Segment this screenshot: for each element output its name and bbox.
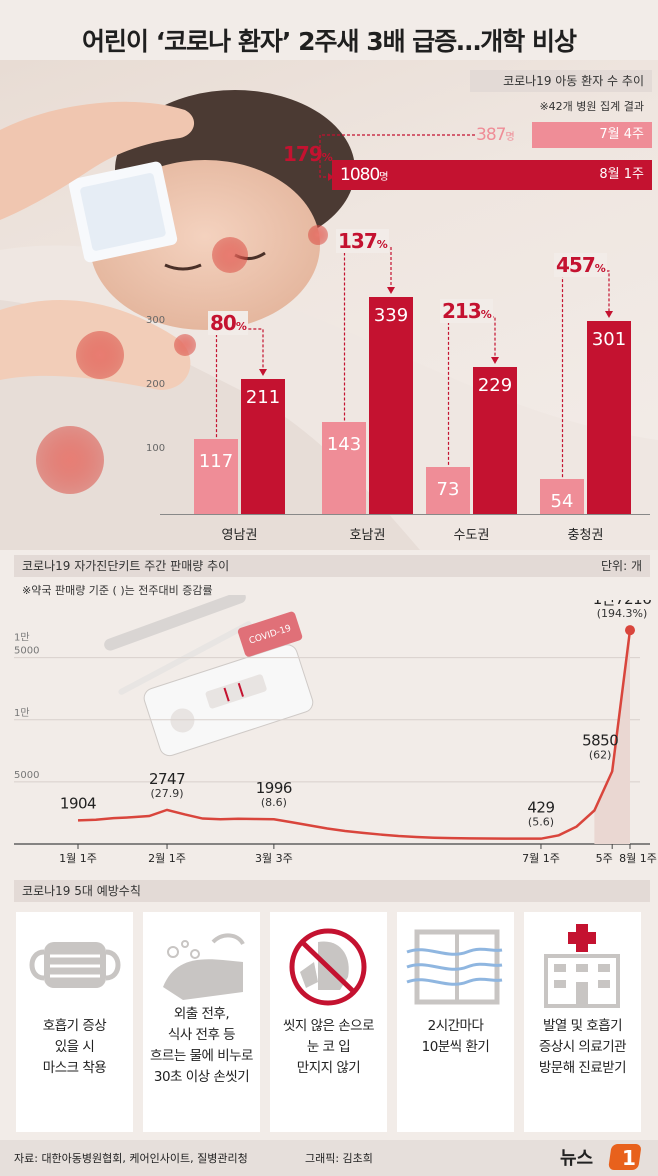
line-value-label: 1만7216	[593, 600, 652, 608]
section2-title: 코로나19 자가진단키트 주간 판매량 추이	[22, 559, 230, 573]
test-kit-line-chart: 5000 1만 1만 5000 1904 2747(27.9) 1996(8.6) 429(5…	[14, 600, 657, 865]
regional-category-label: 수도권	[453, 528, 490, 543]
test-cassette-icon: COVID-19	[143, 611, 314, 757]
total-week-a-label: 7월 4주	[599, 127, 644, 142]
section1-note: ※42개 병원 집계 결과	[539, 100, 644, 113]
line-change-label: (5.6)	[528, 816, 554, 829]
total-bar-week-b	[332, 160, 652, 190]
line-value-label: 1904	[60, 794, 96, 812]
news1-logo: 뉴스 1	[560, 1142, 650, 1172]
line-change-label: (194.3%)	[597, 607, 648, 620]
regional-bar-week-a	[540, 479, 584, 514]
regional-change-arrow	[447, 316, 499, 466]
regional-change-arrow	[215, 328, 267, 438]
total-week-b-value: 1080명	[340, 165, 388, 185]
regional-bar-week-b	[369, 297, 413, 514]
regional-value-week-a: 117	[198, 451, 234, 473]
prevention-card-no-face-touch: 씻지 않은 손으로 눈 코 입 만지지 않기	[270, 912, 387, 1132]
footer-source: 자료: 대한아동병원협회, 케어인사이트, 질병관리청	[14, 1152, 248, 1165]
prevention-card-text: 호흡기 증상 있을 시 마스크 착용	[42, 1018, 107, 1076]
prevention-card-text: 2시간마다 10분씩 환기	[421, 1018, 490, 1055]
line-xtick-label: 7월 1주	[522, 852, 560, 865]
line-value-label: 5850	[582, 731, 618, 749]
regional-change-arrow	[561, 270, 613, 478]
regional-value-week-b: 339	[373, 305, 409, 327]
prevention-card-text: 발열 및 호흡기 증상시 의료기관 방문해 진료받기	[538, 1018, 627, 1076]
total-week-b-label: 8월 1주	[599, 167, 644, 182]
prevention-card-text: 씻지 않은 손으로 눈 코 입 만지지 않기	[282, 1018, 375, 1076]
prevention-card-hospital: 발열 및 호흡기 증상시 의료기관 방문해 진료받기	[524, 912, 641, 1132]
line-ytick: 1만	[14, 632, 30, 644]
section2-note: ※약국 판매량 기준 ( )는 전주대비 증감률	[22, 584, 213, 597]
regional-bar-week-a	[426, 467, 470, 514]
line-xtick-label: 2월 1주	[148, 852, 186, 865]
line-value-label: 1996	[256, 779, 292, 797]
line-xtick-label: 3월 3주	[255, 852, 293, 865]
prevention-card-ventilation: 2시간마다 10분씩 환기	[397, 912, 514, 1132]
virus-icon	[36, 225, 328, 494]
handwash-icon	[163, 933, 245, 1000]
line-xtick-label: 5주	[596, 852, 613, 865]
total-change-pct: 179%	[283, 142, 333, 166]
line-change-label: (62)	[589, 748, 612, 761]
regional-bar-week-a	[322, 422, 366, 514]
total-change-arrow	[319, 134, 475, 181]
line-xtick-label: 8월 1주	[619, 852, 657, 865]
regional-value-week-a: 54	[550, 491, 574, 513]
section2-header: 코로나19 자가진단키트 주간 판매량 추이 단위: 개	[14, 555, 650, 577]
hospital-icon	[544, 924, 620, 1008]
line-area-highlight	[594, 630, 630, 844]
section3-header: 코로나19 5대 예방수칙	[14, 880, 650, 902]
total-bar-week-a	[532, 122, 652, 148]
regional-ytick: 100	[146, 443, 166, 454]
page-title: 어린이 ‘코로나 환자’ 2주새 3배 급증…개학 비상	[81, 27, 577, 56]
regional-value-week-a: 73	[436, 479, 460, 501]
regional-bar-week-b	[473, 367, 517, 514]
regional-ytick: 300	[146, 315, 166, 326]
prevention-card-text: 외출 전후, 식사 전후 등 흐르는 물에 비누로 30초 이상 손씻기	[150, 1006, 253, 1085]
regional-change-pct: 80%	[208, 310, 248, 335]
regional-change-pct: 137%	[336, 229, 389, 254]
line-series	[77, 630, 632, 840]
regional-baseline	[160, 514, 650, 515]
regional-change-arrow	[343, 246, 395, 421]
regional-value-week-a: 143	[326, 434, 362, 456]
regional-bar-chart: 100 200 300 117 211 영남권 80% 143 339 호남권 137% 73 229 수…	[0, 0, 658, 560]
svg-text:1: 1	[622, 1146, 636, 1170]
regional-value-week-b: 211	[245, 386, 281, 408]
regional-ytick: 200	[146, 379, 166, 390]
regional-bar-week-a	[194, 439, 238, 514]
total-week-a-value: 387명	[476, 125, 515, 145]
line-xtick-label: 1월 1주	[59, 852, 97, 865]
line-ytick: 1만	[14, 707, 30, 719]
line-value-label: 2747	[149, 770, 185, 788]
regional-value-week-b: 301	[591, 329, 627, 351]
regional-category-label: 영남권	[221, 528, 258, 543]
line-ytick: 5000	[14, 646, 39, 657]
line-ytick: 5000	[14, 770, 39, 781]
prevention-card-mask: 호흡기 증상 있을 시 마스크 착용	[16, 912, 133, 1132]
sick-child-illustration	[0, 90, 658, 550]
prevention-card-handwash: 외출 전후, 식사 전후 등 흐르는 물에 비누로 30초 이상 손씻기	[143, 912, 260, 1132]
regional-category-label: 호남권	[349, 528, 386, 543]
regional-value-week-b: 229	[477, 375, 513, 397]
footer-graphic-credit: 그래픽: 김초희	[305, 1152, 373, 1165]
logo-icon: 뉴스 1	[560, 1144, 641, 1170]
footer	[0, 1140, 658, 1176]
window-icon	[406, 929, 503, 1005]
svg-text:뉴스: 뉴스	[560, 1148, 593, 1169]
section2-unit: 단위: 개	[601, 559, 642, 573]
regional-category-label: 충청권	[567, 528, 604, 543]
line-change-label: (27.9)	[150, 787, 183, 800]
line-change-label: (8.6)	[261, 796, 287, 809]
regional-bar-week-b	[241, 378, 285, 514]
regional-bar-week-b	[587, 321, 631, 514]
mask-icon	[29, 942, 121, 988]
no-face-touch-icon	[289, 928, 367, 1006]
section1-header: 코로나19 아동 환자 수 추이	[470, 70, 652, 92]
line-end-point	[625, 625, 635, 636]
regional-change-pct: 457%	[554, 253, 607, 278]
line-value-label: 429	[527, 799, 554, 817]
regional-change-pct: 213%	[440, 299, 493, 324]
